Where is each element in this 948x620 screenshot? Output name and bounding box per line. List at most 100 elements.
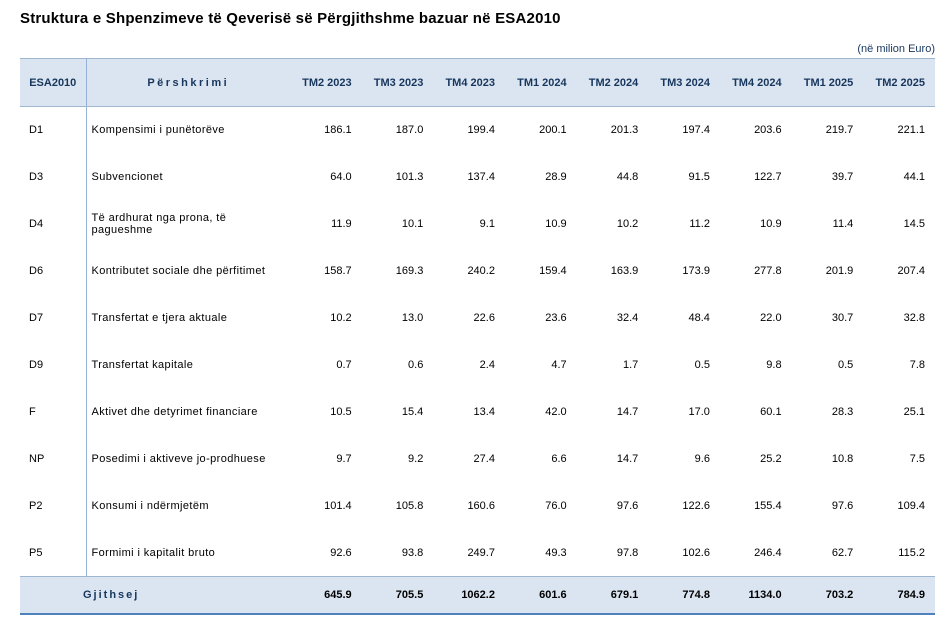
total-value-cell: 679.1 [576,576,649,614]
value-cell: 23.6 [504,294,577,342]
value-cell: 39.7 [791,153,864,201]
value-cell: 14.7 [576,388,649,436]
value-cell: 115.2 [863,529,935,577]
row-description-cell: Të ardhurat nga prona, të pagueshme [86,200,290,248]
value-cell: 249.7 [433,529,505,577]
value-cell: 200.1 [504,106,577,154]
row-description-cell: Transfertat e tjera aktuale [86,294,290,342]
value-cell: 10.8 [791,435,864,483]
total-value-cell: 774.8 [648,576,720,614]
value-cell: 155.4 [719,482,792,530]
value-cell: 15.4 [361,388,434,436]
total-value-cell: 703.2 [791,576,864,614]
row-code-cell: F [20,388,87,436]
value-cell: 6.6 [504,435,577,483]
value-cell: 9.8 [719,341,792,389]
value-cell: 10.5 [290,388,362,436]
row-description-cell: Kontributet sociale dhe përfitimet [86,247,290,295]
column-header-cell: TM1 2024 [504,58,577,107]
value-cell: 28.3 [791,388,864,436]
value-cell: 62.7 [791,529,864,577]
row-code-cell: NP [20,435,87,483]
value-cell: 44.1 [863,153,935,201]
value-cell: 11.9 [290,200,362,248]
value-cell: 201.9 [791,247,864,295]
value-cell: 10.2 [290,294,362,342]
total-value-cell: 601.6 [504,576,577,614]
total-value-cell: 1062.2 [433,576,505,614]
row-description-cell: Posedimi i aktiveve jo-prodhuese [86,435,290,483]
value-cell: 163.9 [576,247,649,295]
value-cell: 10.9 [719,200,792,248]
value-cell: 13.0 [361,294,434,342]
row-code-cell: D4 [20,200,87,248]
table-body: D1 Kompensimi i punëtorëve 186.1 187.0 199.4… [20,106,935,577]
value-cell: 7.8 [863,341,935,389]
total-value-cell: 705.5 [361,576,434,614]
value-cell: 97.8 [576,529,649,577]
value-cell: 32.8 [863,294,935,342]
value-cell: 25.1 [863,388,935,436]
value-cell: 122.7 [719,153,792,201]
value-cell: 9.1 [433,200,505,248]
column-header-cell: TM2 2024 [576,58,649,107]
value-cell: 11.4 [791,200,864,248]
column-header-cell: Përshkrimi [86,58,290,107]
row-code-cell: D1 [20,106,87,154]
value-cell: 277.8 [719,247,792,295]
row-description-cell: Konsumi i ndërmjetëm [86,482,290,530]
value-cell: 25.2 [719,435,792,483]
row-code-cell: D9 [20,341,87,389]
row-description-cell: Formimi i kapitalit bruto [86,529,290,577]
row-description-cell: Transfertat kapitale [86,341,290,389]
value-cell: 9.6 [648,435,720,483]
expenditure-table: ESA2010 Përshkrimi TM2 2023 TM3 2023 TM4 202… [20,58,935,615]
value-cell: 169.3 [361,247,434,295]
value-cell: 91.5 [648,153,720,201]
value-cell: 0.6 [361,341,434,389]
value-cell: 9.7 [290,435,362,483]
value-cell: 14.5 [863,200,935,248]
value-cell: 44.8 [576,153,649,201]
value-cell: 187.0 [361,106,434,154]
row-code-cell: D7 [20,294,87,342]
value-cell: 76.0 [504,482,577,530]
value-cell: 11.2 [648,200,720,248]
row-description-cell: Kompensimi i punëtorëve [86,106,290,154]
column-header-cell: ESA2010 [20,58,87,107]
value-cell: 240.2 [433,247,505,295]
value-cell: 92.6 [290,529,362,577]
value-cell: 30.7 [791,294,864,342]
value-cell: 14.7 [576,435,649,483]
value-cell: 97.6 [791,482,864,530]
total-label-cell: Gjithsej [20,576,290,614]
table-row: NP Posedimi i aktiveve jo-prodhuese 9.7 9.2… [20,435,935,483]
table-row: F Aktivet dhe detyrimet financiare 10.5 15.… [20,388,935,436]
value-cell: 159.4 [504,247,577,295]
value-cell: 109.4 [863,482,935,530]
table-header-row: ESA2010 Përshkrimi TM2 2023 TM3 2023 TM4 202… [20,58,935,107]
value-cell: 27.4 [433,435,505,483]
value-cell: 219.7 [791,106,864,154]
value-cell: 64.0 [290,153,362,201]
value-cell: 28.9 [504,153,577,201]
column-header-cell: TM2 2025 [863,58,935,107]
value-cell: 101.4 [290,482,362,530]
value-cell: 203.6 [719,106,792,154]
column-header-cell: TM4 2023 [433,58,505,107]
value-cell: 201.3 [576,106,649,154]
total-value-cell: 1134.0 [719,576,792,614]
value-cell: 137.4 [433,153,505,201]
value-cell: 0.5 [648,341,720,389]
table-row: P2 Konsumi i ndërmjetëm 101.4 105.8 160.6 76.… [20,482,935,530]
value-cell: 48.4 [648,294,720,342]
value-cell: 10.2 [576,200,649,248]
value-cell: 32.4 [576,294,649,342]
value-cell: 1.7 [576,341,649,389]
value-cell: 122.6 [648,482,720,530]
table-header: ESA2010 Përshkrimi TM2 2023 TM3 2023 TM4 202… [20,58,935,107]
value-cell: 186.1 [290,106,362,154]
total-row: Gjithsej 645.9 705.5 1062.2 601.6 679.1 774.8 1… [20,576,935,614]
value-cell: 22.6 [433,294,505,342]
